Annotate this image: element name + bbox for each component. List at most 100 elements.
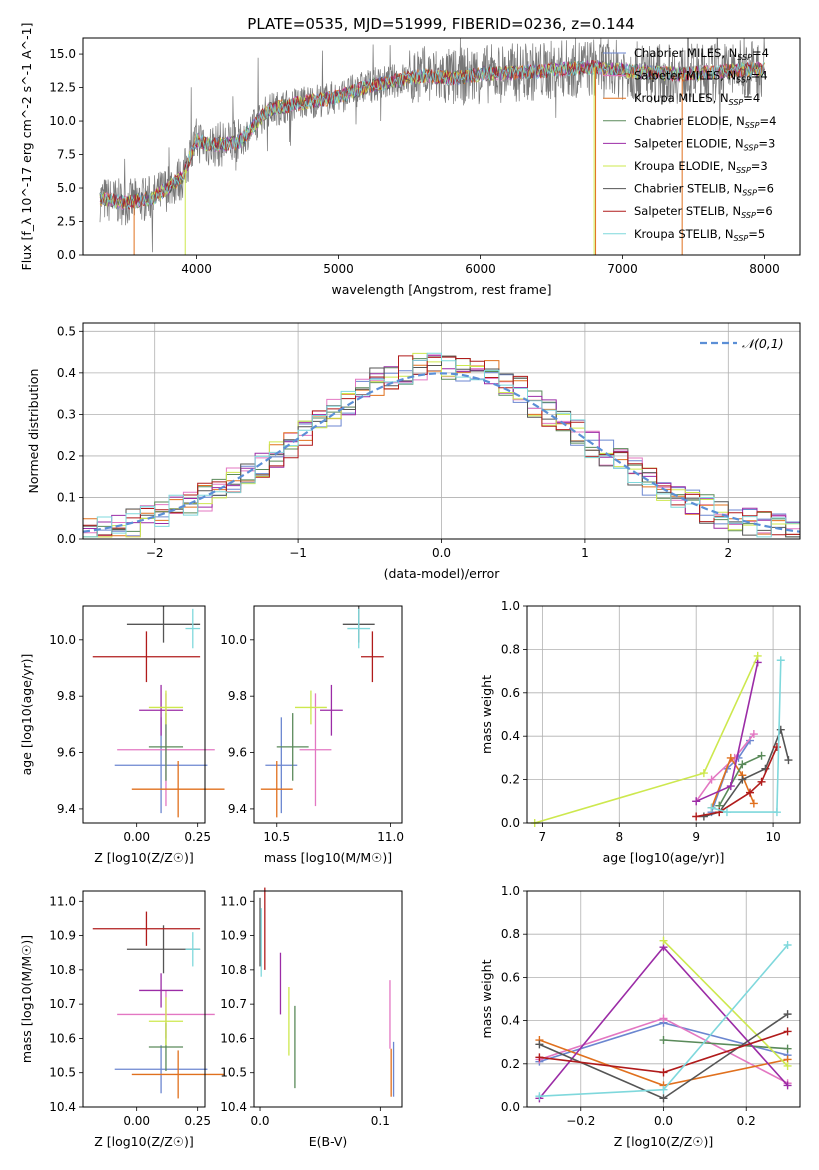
y-tick-label: 10.6 <box>220 1031 247 1045</box>
age_vs_mass-errorbars <box>260 606 384 818</box>
point-marker <box>783 1010 792 1019</box>
axes-frame <box>253 605 403 824</box>
y-tick-label: 0.6 <box>501 686 520 700</box>
point-marker <box>659 1094 668 1103</box>
x-axis-label: age [log10(age/yr)] <box>603 850 725 865</box>
x-tick-label: 4000 <box>181 262 212 276</box>
x-axis-label: wavelength [Angstrom, rest frame] <box>331 282 551 297</box>
y-tick-label: 0.4 <box>501 1014 520 1028</box>
y-axis-label: mass weight <box>479 959 494 1038</box>
y-tick-label: 9.8 <box>57 689 76 703</box>
legend-entry: 𝒩(0,1) <box>742 336 784 351</box>
x-axis-label: Z [log10(Z/Z☉)] <box>94 1134 194 1149</box>
age_vs_mass-axes: 10.5 11.0 9.4 9.6 9.8 10.0 mass [log10(M/M☉)] <box>220 633 404 865</box>
point-marker <box>707 775 716 784</box>
y-tick-label: 9.4 <box>57 802 76 816</box>
axes-frame <box>82 37 801 256</box>
y-tick-label: 10.9 <box>220 929 247 943</box>
point-marker <box>783 1027 792 1036</box>
point-marker <box>783 941 792 949</box>
y-tick-label: 0.2 <box>501 773 520 787</box>
x-axis-label: mass [log10(M/M☉)] <box>264 850 392 865</box>
point-marker <box>659 1014 668 1023</box>
point-marker <box>707 803 716 812</box>
mass_vs_ebv-axes: 0.0 0.1 10.4 10.5 10.6 10.7 10.8 10.9 11.0 E(B-V) <box>220 894 390 1149</box>
point-marker <box>738 760 747 769</box>
point-marker <box>772 743 781 752</box>
weight_vs_age-lines <box>530 651 793 827</box>
mass_vs_ebv-errorbars <box>259 887 395 1097</box>
x-tick-label: 6000 <box>465 262 496 276</box>
point-marker <box>535 1053 544 1062</box>
y-tick-label: 10.9 <box>49 929 76 943</box>
y-tick-label: 10.8 <box>220 963 247 977</box>
y-tick-label: 0.1 <box>57 490 76 504</box>
point-marker <box>772 808 781 817</box>
point-marker <box>783 1081 792 1090</box>
x-axis-label: (data-model)/error <box>384 566 501 581</box>
x-tick-label: 0.1 <box>371 1114 390 1128</box>
y-tick-label: 0.8 <box>501 927 520 941</box>
y-tick-label: 2.5 <box>57 215 76 229</box>
x-tick-label: 9 <box>692 830 700 844</box>
legend-entry: Kroupa MILES, NSSP=4 <box>634 91 760 107</box>
y-tick-label: 0.0 <box>501 1100 520 1114</box>
x-tick-label: 7000 <box>607 262 638 276</box>
y-tick-label: 10.5 <box>49 1066 76 1080</box>
x-tick-label: 7 <box>539 830 547 844</box>
y-axis-label: Flux [f_λ 10^-17 erg cm^-2 s^-1 A^-1] <box>19 23 34 271</box>
x-tick-label: 0.00 <box>123 830 150 844</box>
legend-entry: Kroupa ELODIE, NSSP=3 <box>634 159 768 175</box>
normal-curve <box>82 372 801 533</box>
legend-entry: Kroupa STELIB, NSSP=5 <box>634 227 765 243</box>
x-tick-label: 0.0 <box>654 1114 673 1128</box>
weight_vs_Z-lines <box>535 936 792 1103</box>
legend-entry: Chabrier ELODIE, NSSP=4 <box>634 114 776 130</box>
point-marker <box>757 751 766 760</box>
point-marker <box>783 1044 792 1053</box>
y-tick-label: 9.8 <box>228 689 247 703</box>
x-tick-label: 8 <box>615 830 623 844</box>
point-marker <box>726 782 735 791</box>
x-tick-label: 1 <box>581 546 589 560</box>
y-tick-label: 9.6 <box>228 746 247 760</box>
x-tick-label: 10 <box>765 830 780 844</box>
y-tick-label: 0.4 <box>57 366 76 380</box>
point-marker <box>753 651 762 660</box>
axes-frame <box>82 322 801 540</box>
histogram-step-line <box>83 352 800 538</box>
point-marker <box>699 769 708 778</box>
legend-entry: Chabrier STELIB, NSSP=6 <box>634 182 774 198</box>
y-tick-label: 10.4 <box>49 1100 76 1114</box>
axes-frame <box>82 890 206 1108</box>
point-marker <box>722 808 731 817</box>
series-line <box>663 1039 788 1050</box>
y-tick-label: 0.2 <box>57 449 76 463</box>
x-axis-label: Z [log10(Z/Z☉)] <box>94 850 194 865</box>
x-tick-label: 0.0 <box>250 1114 269 1128</box>
point-marker <box>726 753 735 762</box>
legend-entry: Salpeter STELIB, NSSP=6 <box>634 204 773 220</box>
point-marker <box>659 1085 668 1094</box>
y-tick-label: 0.8 <box>501 642 520 656</box>
x-axis-label: Z [log10(Z/Z☉)] <box>614 1134 714 1149</box>
y-axis-label: Normed distribution <box>26 369 41 494</box>
legend-entry: Chabrier MILES, NSSP=4 <box>634 46 769 62</box>
x-tick-label: 11.0 <box>377 830 404 844</box>
point-marker <box>776 656 785 665</box>
series-line <box>662 940 789 1067</box>
legend-entry: Salpeter MILES, NSSP=4 <box>634 69 768 85</box>
y-tick-label: 0.6 <box>501 970 520 984</box>
spectrum-lines <box>99 38 765 255</box>
y-tick-label: 0.4 <box>501 729 520 743</box>
x-tick-label: 0.0 <box>432 546 451 560</box>
y-tick-label: 10.0 <box>220 633 247 647</box>
point-marker <box>659 1068 668 1077</box>
point-marker <box>783 1061 792 1070</box>
x-tick-label: 0.2 <box>737 1114 756 1128</box>
legend-entry: Salpeter ELODIE, NSSP=3 <box>634 136 775 152</box>
y-tick-label: 0.0 <box>57 248 76 262</box>
y-tick-label: 1.0 <box>501 599 520 613</box>
y-tick-label: 1.0 <box>501 884 520 898</box>
y-tick-label: 15.0 <box>49 47 76 61</box>
